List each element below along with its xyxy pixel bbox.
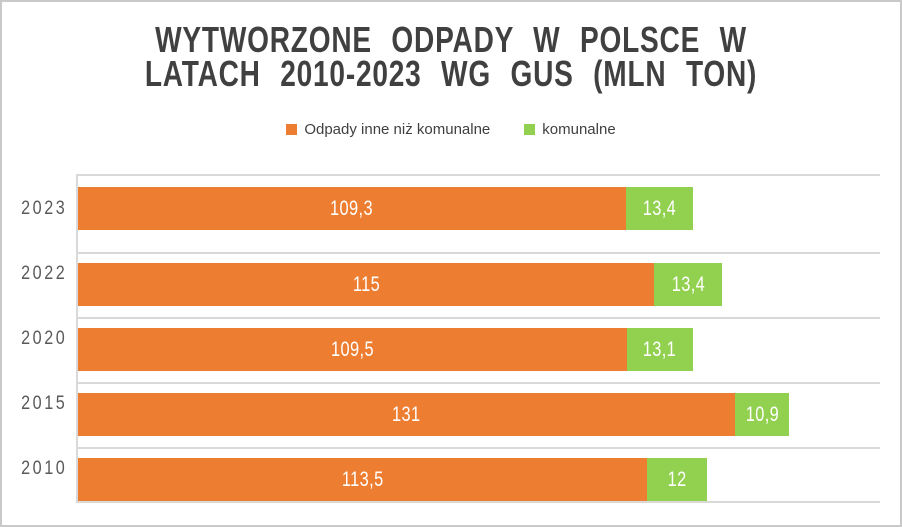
- category-label-2010: 2010: [2, 436, 70, 501]
- bar-value-label: 10,9: [745, 402, 779, 426]
- legend-label: Odpady inne niż komunalne: [304, 121, 491, 138]
- bar-value-label: 115: [352, 272, 380, 296]
- bar-value-label: 109,3: [330, 196, 374, 220]
- bar-segment-komunalne: 13,1: [626, 328, 693, 371]
- category-label-text: 2022: [20, 262, 67, 284]
- stacked-bar-2023: 109,3 13,4: [78, 187, 880, 230]
- bar-row-2020: 109,5 13,1: [78, 317, 880, 382]
- bar-value-label: 13,4: [671, 272, 705, 296]
- plot-area: 109,3 13,4 115 13,4 109,5 13,1 131 10,9 113,5 12: [76, 174, 880, 503]
- legend-swatch-icon: [524, 124, 536, 135]
- chart-title: WYTWORZONE ODPADY W POLSCE W LATACH 2010…: [101, 19, 801, 94]
- bar-row-2022: 115 13,4: [78, 252, 880, 317]
- category-axis: 2023 2022 2020 2015 2010: [2, 176, 70, 501]
- bar-segment-komunalne: 13,4: [625, 187, 694, 230]
- category-label-text: 2020: [20, 327, 67, 349]
- legend: Odpady inne niż komunalne komunalne: [2, 121, 900, 138]
- bar-segment-odpady-inne-niz-komunalne: 115: [78, 263, 655, 306]
- legend-label: komunalne: [542, 121, 616, 138]
- category-label-2023: 2023: [2, 176, 70, 241]
- bar-segment-komunalne: 13,4: [654, 263, 722, 306]
- bar-value-label: 12: [667, 467, 687, 491]
- category-label-2020: 2020: [2, 306, 70, 371]
- bar-segment-odpady-inne-niz-komunalne: 109,3: [78, 187, 626, 230]
- category-label-text: 2015: [20, 392, 67, 414]
- category-label-2022: 2022: [2, 241, 70, 306]
- bar-segment-odpady-inne-niz-komunalne: 109,5: [78, 328, 627, 371]
- bar-value-label: 109,5: [330, 337, 374, 361]
- bar-row-2015: 131 10,9: [78, 382, 880, 447]
- bar-value-label: 13,4: [642, 196, 677, 220]
- bar-segment-odpady-inne-niz-komunalne: 113,5: [78, 458, 647, 501]
- category-label-text: 2010: [20, 457, 67, 479]
- bar-row-2023: 109,3 13,4: [78, 187, 880, 252]
- stacked-bar-2022: 115 13,4: [78, 263, 880, 306]
- bar-value-label: 113,5: [341, 467, 384, 491]
- stacked-bar-2010: 113,5 12: [78, 458, 880, 501]
- bar-segment-odpady-inne-niz-komunalne: 131: [78, 393, 735, 436]
- legend-swatch-icon: [286, 124, 298, 135]
- bar-value-label: 13,1: [642, 337, 677, 361]
- stacked-bar-2015: 131 10,9: [78, 393, 880, 436]
- legend-item-odpady-inne-niz-komunalne: Odpady inne niż komunalne: [286, 121, 490, 138]
- stacked-bar-2020: 109,5 13,1: [78, 328, 880, 371]
- bar-segment-komunalne: 10,9: [734, 393, 790, 436]
- bar-value-label: 131: [392, 402, 421, 426]
- bar-row-2010: 113,5 12: [78, 447, 880, 512]
- chart-title-line-2: LATACH 2010-2023 WG GUS (MLN TON): [144, 53, 758, 94]
- category-label-text: 2023: [20, 197, 67, 219]
- legend-item-komunalne: komunalne: [524, 121, 616, 138]
- category-label-2015: 2015: [2, 371, 70, 436]
- chart-title-line-1: WYTWORZONE ODPADY W POLSCE W: [155, 19, 747, 60]
- bar-segment-komunalne: 12: [646, 458, 708, 501]
